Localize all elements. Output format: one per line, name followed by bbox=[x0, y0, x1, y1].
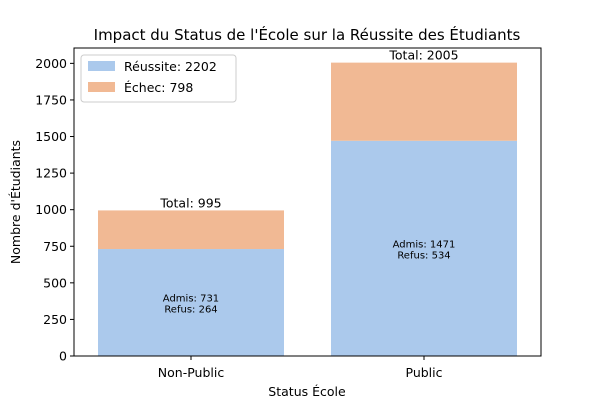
bar-inner-label: Admis: 731 bbox=[163, 294, 219, 305]
y-tick-label: 2000 bbox=[35, 56, 67, 71]
y-axis-label: Nombre d'Étudiants bbox=[8, 140, 23, 264]
bar-inner-label: Refus: 264 bbox=[164, 305, 217, 316]
legend-entry-label: Échec: 798 bbox=[124, 80, 193, 95]
x-axis-label: Status École bbox=[268, 384, 346, 399]
total-label: Total: 995 bbox=[159, 195, 221, 210]
bar-inner-label: Refus: 534 bbox=[397, 250, 450, 261]
legend-box bbox=[80, 54, 237, 103]
bar-reussite-public bbox=[331, 140, 517, 356]
legend-swatch bbox=[88, 61, 115, 71]
y-tick-label: 1250 bbox=[35, 166, 67, 181]
axes-frame bbox=[73, 47, 542, 357]
plot-area: 0 250 500 750 1000 1250 1500 1750 2000 Non-Public… bbox=[35, 47, 542, 380]
chart-title: Impact du Status de l'École sur la Réuss… bbox=[94, 25, 521, 44]
y-tick-label: 1000 bbox=[35, 202, 67, 217]
total-label: Total: 2005 bbox=[388, 48, 458, 63]
bar-echec-non-public bbox=[98, 210, 284, 250]
legend: Réussite: 2202 Échec: 798 bbox=[80, 54, 237, 103]
bar-reussite-non-public bbox=[98, 249, 284, 356]
y-tick-label: 1500 bbox=[35, 129, 67, 144]
legend-swatch bbox=[88, 82, 115, 92]
y-tick-label: 0 bbox=[59, 349, 67, 364]
y-tick-label: 250 bbox=[43, 312, 67, 327]
x-tick-label: Non-Public bbox=[158, 365, 225, 380]
bar-inner-label: Admis: 1471 bbox=[393, 239, 456, 250]
y-tick-label: 500 bbox=[43, 275, 67, 290]
legend-entry-label: Réussite: 2202 bbox=[124, 59, 217, 74]
y-tick-label: 1750 bbox=[35, 92, 67, 107]
x-tick-label: Public bbox=[406, 365, 443, 380]
bar-echec-public bbox=[331, 62, 517, 141]
y-tick-label: 750 bbox=[43, 239, 67, 254]
